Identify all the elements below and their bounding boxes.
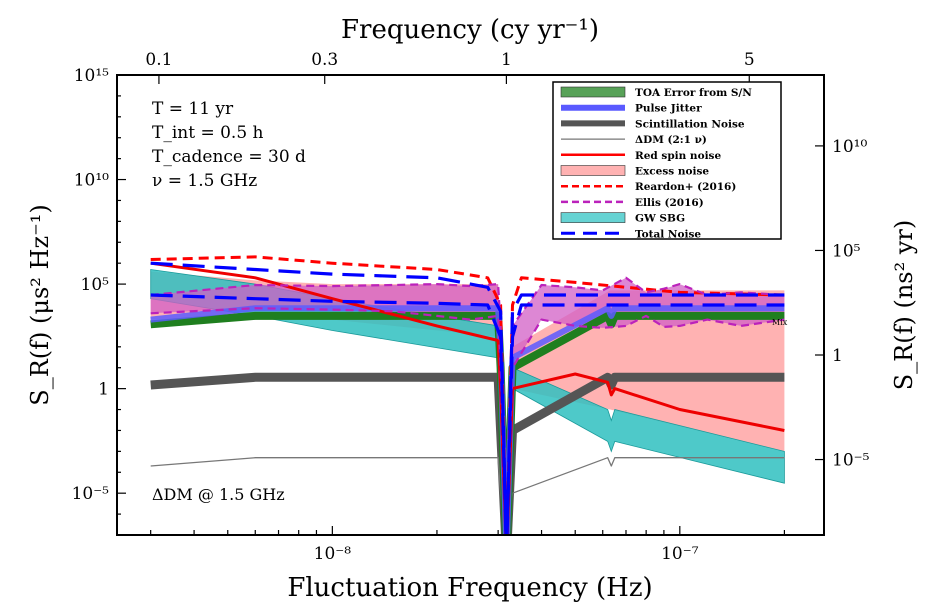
legend-label: Scintillation Noise xyxy=(635,118,745,130)
ellis-2016-lower-line xyxy=(150,307,785,535)
legend-entry: Reardon+ (2016) xyxy=(561,181,736,193)
y-tick-label: 1 xyxy=(98,380,109,400)
legend-label: Excess noise xyxy=(635,166,709,178)
y-tick-label: 10¹⁰ xyxy=(74,171,109,191)
param-period: T = 11 yr xyxy=(152,99,234,119)
x-tick-label: 10⁻⁷ xyxy=(661,544,699,564)
total-noise-upper-line xyxy=(150,261,785,535)
top-tick-label: 0.1 xyxy=(145,50,172,70)
legend-label: Red spin noise xyxy=(635,150,721,162)
legend-entry: ΔDM (2:1 ν) xyxy=(561,134,707,146)
legend-swatch xyxy=(560,86,626,98)
legend-entry: TOA Error from S/N xyxy=(560,86,752,99)
top-tick-label: 5 xyxy=(744,50,755,70)
y-tick-label: 10¹⁵ xyxy=(74,66,109,86)
top-tick-label: 0.3 xyxy=(311,50,338,70)
param-integration-time: T_int = 0.5 h xyxy=(152,123,264,143)
right-tick-label: 10⁵ xyxy=(832,241,861,261)
legend-label: Reardon+ (2016) xyxy=(635,181,736,193)
legend-entry: Scintillation Noise xyxy=(561,118,745,130)
y-tick-label: 10⁻⁵ xyxy=(72,484,110,504)
legend-label: Pulse Jitter xyxy=(635,103,702,115)
legend-entry: GW SBG xyxy=(560,212,685,225)
dm-note: ΔDM @ 1.5 GHz xyxy=(152,485,285,504)
right-tick-label: 10¹⁰ xyxy=(832,137,867,157)
legend-swatch xyxy=(560,165,626,176)
legend-label: GW SBG xyxy=(635,213,685,225)
legend-swatch xyxy=(560,212,626,223)
legend-entry: Pulse Jitter xyxy=(561,103,702,115)
x-tick-label: 10⁻⁸ xyxy=(314,544,352,564)
legend-entry: Excess noise xyxy=(560,165,709,178)
y-tick-label: 10⁵ xyxy=(81,275,110,295)
axis-ticks: 10⁻⁸ 10⁻⁷ 0.1 0.3 1 5 10⁻⁵ 1 10⁵ 10¹⁰ 10¹⁵ 10⁻⁵ 1 10⁵… xyxy=(72,50,870,564)
legend-entry: Red spin noise xyxy=(561,150,721,162)
right-tick-label: 10⁻⁵ xyxy=(832,451,870,471)
excess-noise-band xyxy=(150,271,785,535)
legend-entry: Total Noise xyxy=(561,228,701,240)
right-axis-title: S_R(f) (ns² yr) xyxy=(890,220,918,391)
y-axis-title: S_R(f) (μs² Hz⁻¹) xyxy=(26,204,54,406)
param-cadence: T_cadence = 30 d xyxy=(152,147,306,167)
legend: TOA Error from S/N Pulse Jitter Scintillat… xyxy=(552,81,782,240)
mix-label: Mix xyxy=(772,318,788,327)
legend-entry: Ellis (2016) xyxy=(561,197,704,209)
param-frequency: ν = 1.5 GHz xyxy=(152,171,257,191)
reardon-2016-line xyxy=(150,255,785,535)
total-noise-lower-line xyxy=(150,293,785,535)
legend-label: Ellis (2016) xyxy=(635,197,704,209)
x-axis-title: Fluctuation Frequency (Hz) xyxy=(287,573,652,603)
legend-label: ΔDM (2:1 ν) xyxy=(635,134,707,146)
right-tick-label: 1 xyxy=(832,346,843,366)
legend-label: TOA Error from S/N xyxy=(635,87,752,99)
top-axis-title: Frequency (cy yr⁻¹) xyxy=(341,15,599,45)
plot-series xyxy=(150,255,785,535)
top-tick-label: 1 xyxy=(501,50,512,70)
legend-label: Total Noise xyxy=(635,228,701,240)
